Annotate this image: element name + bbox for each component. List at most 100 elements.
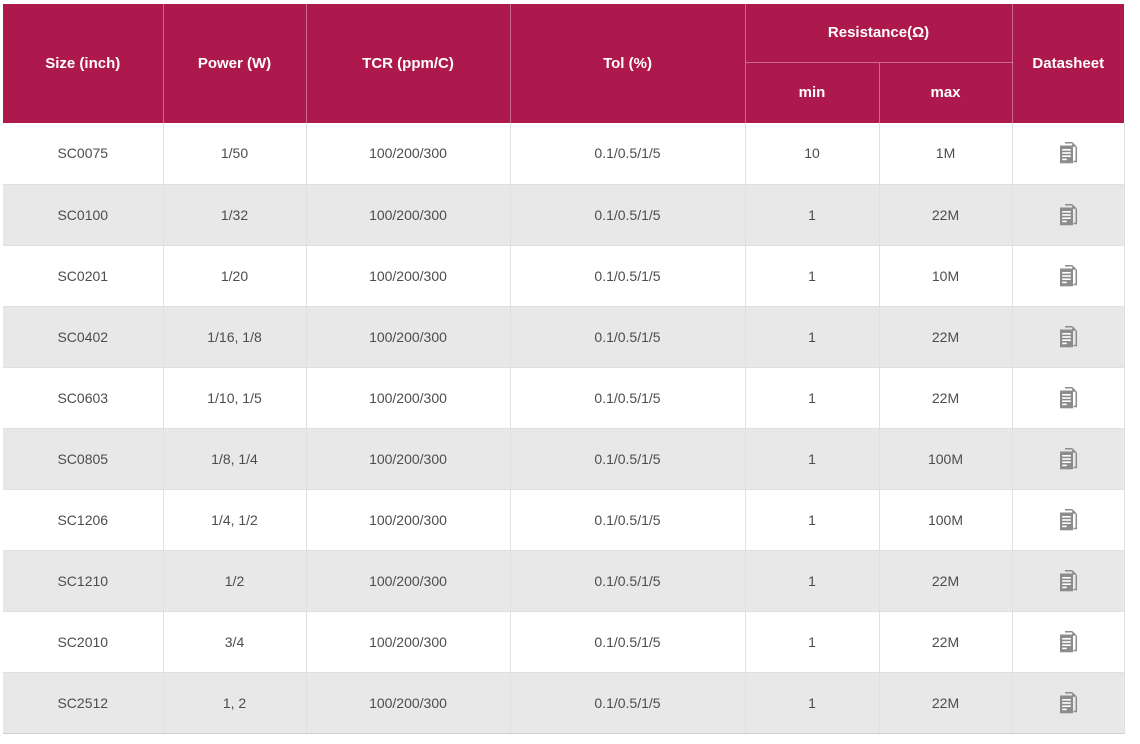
cell-resistance-min: 1 xyxy=(744,488,879,550)
datasheet-link[interactable] xyxy=(1053,200,1083,230)
table-row: SC0100 1/32 100/200/300 0.1/0.5/1/5 1 22… xyxy=(3,183,1125,245)
document-copy-icon xyxy=(1059,447,1077,469)
document-copy-icon xyxy=(1059,386,1077,408)
cell-resistance-max: 1M xyxy=(878,123,1013,184)
cell-tol: 0.1/0.5/1/5 xyxy=(509,549,745,611)
cell-power: 1, 2 xyxy=(162,671,306,734)
table-row: SC0075 1/50 100/200/300 0.1/0.5/1/5 10 1… xyxy=(3,123,1125,184)
datasheet-link[interactable] xyxy=(1053,138,1083,168)
cell-tol: 0.1/0.5/1/5 xyxy=(509,305,745,367)
cell-resistance-max: 22M xyxy=(878,305,1013,367)
datasheet-link[interactable] xyxy=(1053,383,1083,413)
table-row: SC0201 1/20 100/200/300 0.1/0.5/1/5 1 10… xyxy=(3,244,1125,306)
datasheet-link[interactable] xyxy=(1053,444,1083,474)
cell-size: SC0402 xyxy=(3,305,163,367)
cell-power: 1/50 xyxy=(162,123,306,184)
cell-resistance-max: 22M xyxy=(878,183,1013,245)
cell-size: SC0100 xyxy=(3,183,163,245)
cell-resistance-min: 1 xyxy=(744,671,879,734)
cell-datasheet xyxy=(1011,671,1125,734)
cell-tcr: 100/200/300 xyxy=(305,305,510,367)
cell-resistance-min: 1 xyxy=(744,427,879,489)
datasheet-link[interactable] xyxy=(1053,322,1083,352)
cell-tol: 0.1/0.5/1/5 xyxy=(509,671,745,734)
table-row: SC1206 1/4, 1/2 100/200/300 0.1/0.5/1/5 … xyxy=(3,488,1125,550)
cell-datasheet xyxy=(1011,488,1125,550)
cell-resistance-min: 10 xyxy=(744,123,879,184)
table-row: SC0805 1/8, 1/4 100/200/300 0.1/0.5/1/5 … xyxy=(3,427,1125,489)
cell-tol: 0.1/0.5/1/5 xyxy=(509,183,745,245)
datasheet-link[interactable] xyxy=(1053,688,1083,718)
cell-tcr: 100/200/300 xyxy=(305,183,510,245)
cell-power: 1/2 xyxy=(162,549,306,611)
cell-datasheet xyxy=(1011,305,1125,367)
cell-power: 3/4 xyxy=(162,610,306,672)
document-copy-icon xyxy=(1059,691,1077,713)
cell-datasheet xyxy=(1011,610,1125,672)
header-resistance-max: max xyxy=(878,61,1013,123)
cell-resistance-min: 1 xyxy=(744,549,879,611)
cell-datasheet xyxy=(1011,244,1125,306)
header-datasheet: Datasheet xyxy=(1011,4,1125,123)
table-row: SC2010 3/4 100/200/300 0.1/0.5/1/5 1 22M xyxy=(3,610,1125,672)
cell-tol: 0.1/0.5/1/5 xyxy=(509,488,745,550)
cell-tcr: 100/200/300 xyxy=(305,488,510,550)
cell-resistance-min: 1 xyxy=(744,244,879,306)
header-power: Power (W) xyxy=(162,4,306,123)
header-resistance-min: min xyxy=(744,61,879,123)
cell-tcr: 100/200/300 xyxy=(305,671,510,734)
cell-tol: 0.1/0.5/1/5 xyxy=(509,123,745,184)
cell-resistance-min: 1 xyxy=(744,305,879,367)
table-row: SC1210 1/2 100/200/300 0.1/0.5/1/5 1 22M xyxy=(3,549,1125,611)
cell-tcr: 100/200/300 xyxy=(305,610,510,672)
cell-power: 1/16, 1/8 xyxy=(162,305,306,367)
cell-size: SC0201 xyxy=(3,244,163,306)
cell-resistance-min: 1 xyxy=(744,183,879,245)
cell-tol: 0.1/0.5/1/5 xyxy=(509,427,745,489)
cell-resistance-max: 22M xyxy=(878,549,1013,611)
header-resistance-group: Resistance(Ω) xyxy=(744,4,1013,62)
cell-power: 1/20 xyxy=(162,244,306,306)
table-row: SC0603 1/10, 1/5 100/200/300 0.1/0.5/1/5… xyxy=(3,366,1125,428)
cell-size: SC0603 xyxy=(3,366,163,428)
table-row: SC0402 1/16, 1/8 100/200/300 0.1/0.5/1/5… xyxy=(3,305,1125,367)
cell-size: SC0075 xyxy=(3,123,163,184)
document-copy-icon xyxy=(1059,325,1077,347)
cell-power: 1/8, 1/4 xyxy=(162,427,306,489)
cell-tcr: 100/200/300 xyxy=(305,366,510,428)
document-copy-icon xyxy=(1059,569,1077,591)
cell-resistance-max: 100M xyxy=(878,488,1013,550)
cell-size: SC2512 xyxy=(3,671,163,734)
cell-size: SC0805 xyxy=(3,427,163,489)
cell-tcr: 100/200/300 xyxy=(305,427,510,489)
cell-datasheet xyxy=(1011,427,1125,489)
datasheet-link[interactable] xyxy=(1053,261,1083,291)
cell-datasheet xyxy=(1011,549,1125,611)
cell-tcr: 100/200/300 xyxy=(305,123,510,184)
cell-power: 1/10, 1/5 xyxy=(162,366,306,428)
document-copy-icon xyxy=(1059,264,1077,286)
cell-resistance-max: 22M xyxy=(878,671,1013,734)
cell-tol: 0.1/0.5/1/5 xyxy=(509,244,745,306)
document-copy-icon xyxy=(1059,508,1077,530)
header-tol: Tol (%) xyxy=(509,4,745,123)
cell-size: SC1206 xyxy=(3,488,163,550)
document-copy-icon xyxy=(1059,142,1077,164)
table-row: SC2512 1, 2 100/200/300 0.1/0.5/1/5 1 22… xyxy=(3,671,1125,734)
cell-power: 1/32 xyxy=(162,183,306,245)
resistor-spec-table: Size (inch) Power (W) TCR (ppm/C) Tol (%… xyxy=(3,4,1125,734)
datasheet-link[interactable] xyxy=(1053,566,1083,596)
table-header: Size (inch) Power (W) TCR (ppm/C) Tol (%… xyxy=(3,4,1125,123)
datasheet-link[interactable] xyxy=(1053,627,1083,657)
cell-tcr: 100/200/300 xyxy=(305,549,510,611)
header-size: Size (inch) xyxy=(3,4,163,123)
cell-datasheet xyxy=(1011,366,1125,428)
cell-resistance-max: 100M xyxy=(878,427,1013,489)
datasheet-link[interactable] xyxy=(1053,505,1083,535)
cell-size: SC2010 xyxy=(3,610,163,672)
cell-tol: 0.1/0.5/1/5 xyxy=(509,366,745,428)
document-copy-icon xyxy=(1059,203,1077,225)
cell-resistance-min: 1 xyxy=(744,610,879,672)
cell-resistance-max: 22M xyxy=(878,366,1013,428)
cell-resistance-min: 1 xyxy=(744,366,879,428)
